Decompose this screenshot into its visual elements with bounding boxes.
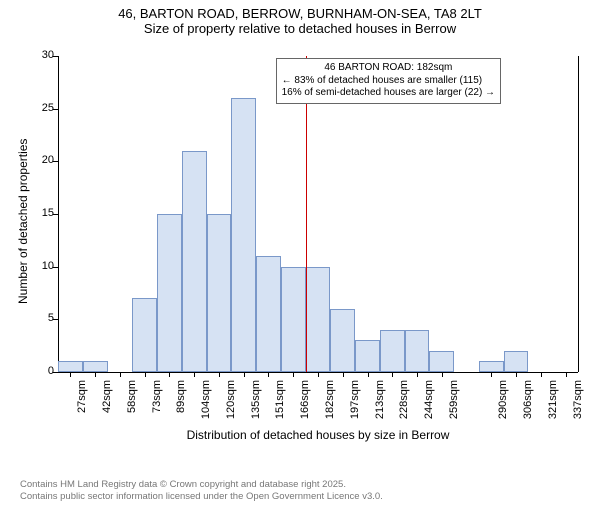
histogram-bar bbox=[330, 309, 355, 372]
x-tick-label: 120sqm bbox=[225, 380, 237, 424]
x-tick-label: 104sqm bbox=[200, 380, 212, 424]
x-tick-label: 337sqm bbox=[572, 380, 584, 424]
footer-line1: Contains HM Land Registry data © Crown c… bbox=[20, 479, 383, 490]
callout-smaller: ← 83% of detached houses are smaller (11… bbox=[282, 75, 495, 88]
x-tick-label: 151sqm bbox=[274, 380, 286, 424]
x-tick-label: 321sqm bbox=[547, 380, 559, 424]
histogram-bar bbox=[281, 267, 306, 372]
x-tick-label: 244sqm bbox=[423, 380, 435, 424]
callout-larger: 16% of semi-detached houses are larger (… bbox=[282, 87, 495, 100]
histogram-bar bbox=[182, 151, 207, 372]
x-tick-label: 166sqm bbox=[299, 380, 311, 424]
y-tick-label: 15 bbox=[30, 207, 54, 219]
histogram-bar bbox=[479, 361, 504, 372]
x-tick-label: 228sqm bbox=[398, 380, 410, 424]
x-tick-label: 259sqm bbox=[448, 380, 460, 424]
x-tick-label: 135sqm bbox=[250, 380, 262, 424]
x-tick-label: 42sqm bbox=[101, 380, 113, 424]
histogram-bar bbox=[207, 214, 232, 372]
y-tick-label: 0 bbox=[30, 365, 54, 377]
histogram-bar bbox=[504, 351, 529, 372]
histogram-bar bbox=[231, 98, 256, 372]
callout-box: 46 BARTON ROAD: 182sqm← 83% of detached … bbox=[276, 58, 501, 104]
plot-area: 05101520253027sqm42sqm58sqm73sqm89sqm104… bbox=[58, 56, 578, 372]
footer-attribution: Contains HM Land Registry data © Crown c… bbox=[20, 479, 383, 502]
page-title-line1: 46, BARTON ROAD, BERROW, BURNHAM-ON-SEA,… bbox=[0, 6, 600, 21]
callout-title: 46 BARTON ROAD: 182sqm bbox=[282, 62, 495, 75]
histogram-bar bbox=[157, 214, 182, 372]
y-tick-label: 30 bbox=[30, 49, 54, 61]
page-title-line2: Size of property relative to detached ho… bbox=[0, 21, 600, 36]
y-tick-label: 20 bbox=[30, 154, 54, 166]
y-tick-label: 25 bbox=[30, 102, 54, 114]
x-tick-label: 89sqm bbox=[175, 380, 187, 424]
x-tick-label: 27sqm bbox=[76, 380, 88, 424]
histogram-bar bbox=[429, 351, 454, 372]
y-axis-label: Number of detached properties bbox=[16, 139, 30, 304]
histogram-bar bbox=[132, 298, 157, 372]
histogram-bar bbox=[58, 361, 83, 372]
histogram-chart: 0 5 10 15 20 25 30 27sqm 42sqm 58sqm 73sqm 89sqm 104… bbox=[0, 50, 600, 458]
x-tick-label: 73sqm bbox=[151, 380, 163, 424]
histogram-bar bbox=[256, 256, 281, 372]
footer-line2: Contains public sector information licen… bbox=[20, 491, 383, 502]
x-tick-label: 58sqm bbox=[126, 380, 138, 424]
y-tick-label: 5 bbox=[30, 312, 54, 324]
x-axis-label: Distribution of detached houses by size … bbox=[58, 428, 578, 442]
histogram-bar bbox=[306, 267, 331, 372]
x-tick-label: 290sqm bbox=[497, 380, 509, 424]
x-tick-label: 306sqm bbox=[522, 380, 534, 424]
x-tick-label: 197sqm bbox=[349, 380, 361, 424]
x-tick-label: 213sqm bbox=[374, 380, 386, 424]
histogram-bar bbox=[355, 340, 380, 372]
y-tick-label: 10 bbox=[30, 260, 54, 272]
histogram-bar bbox=[83, 361, 108, 372]
x-tick-label: 182sqm bbox=[324, 380, 336, 424]
histogram-bar bbox=[380, 330, 405, 372]
histogram-bar bbox=[405, 330, 430, 372]
